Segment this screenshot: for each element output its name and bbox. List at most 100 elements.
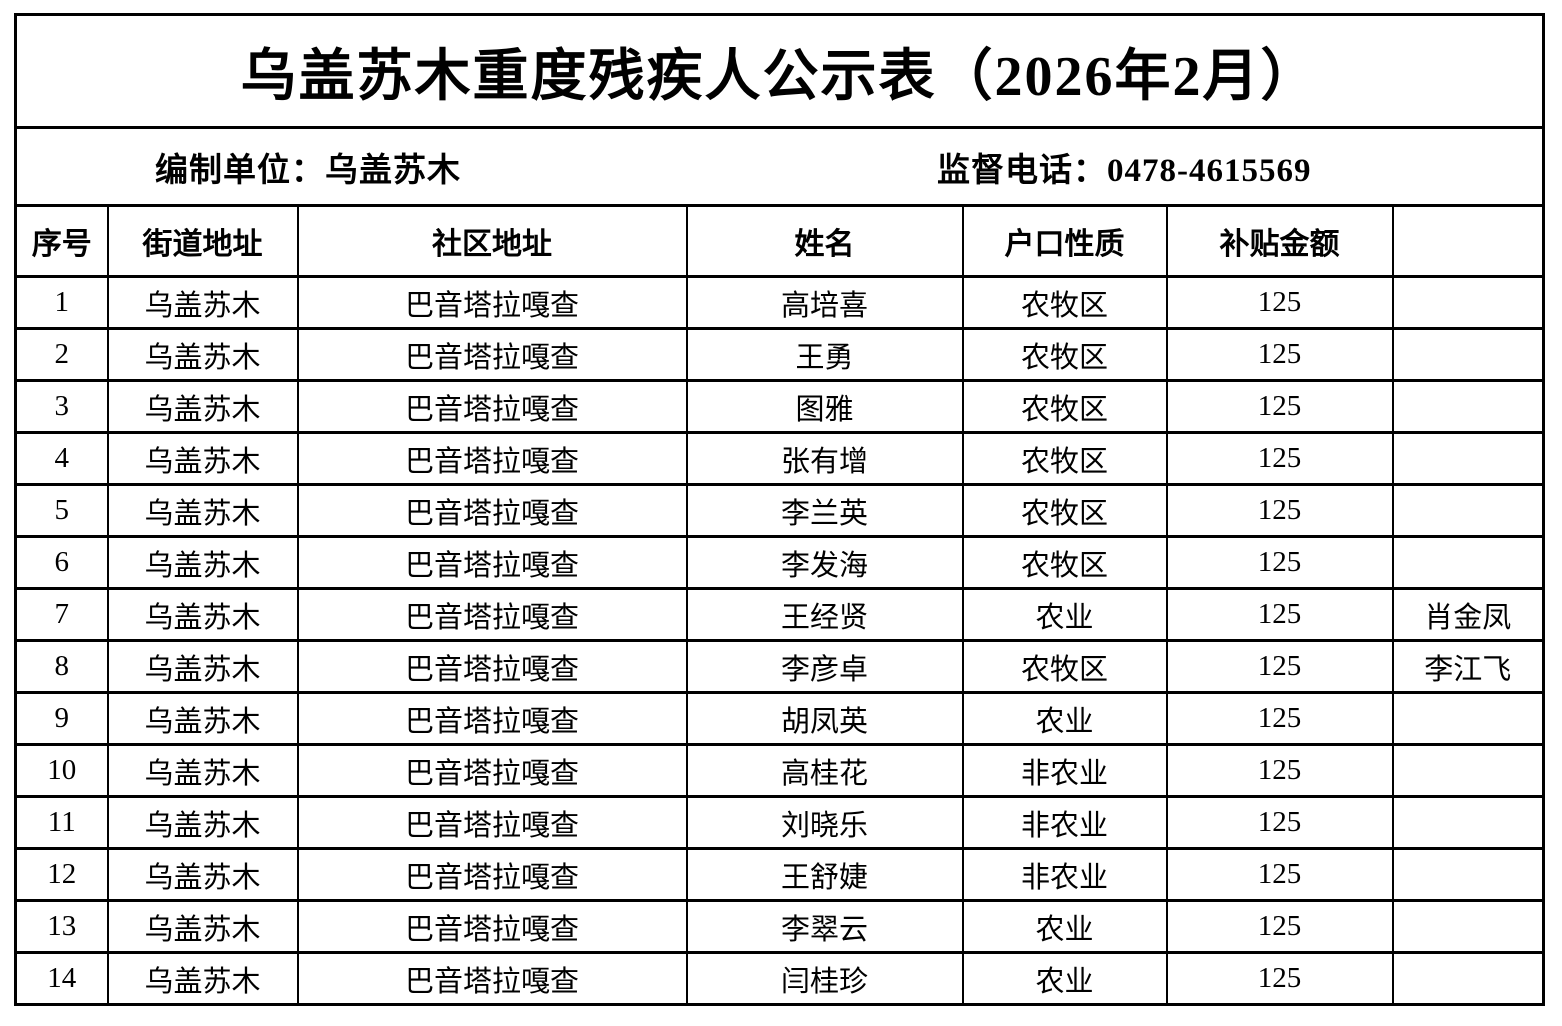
table-cell (1391, 795, 1545, 850)
table-cell: 李翠云 (685, 899, 964, 954)
table-cell: 125 (1165, 847, 1394, 902)
title-row: 乌盖苏木重度残疾人公示表（2026年2月） (14, 13, 1545, 129)
table-row: 9 乌盖苏木 巴音塔拉嘎查 胡凤英 农业 125 (14, 691, 1545, 746)
table-cell: 李江飞 (1391, 639, 1545, 694)
table-cell: 14 (14, 951, 109, 1006)
table-cell: 农业 (961, 587, 1168, 642)
table-cell: 125 (1165, 327, 1394, 382)
table-cell: 李发海 (685, 535, 964, 590)
col-header-hukou: 户口性质 (961, 204, 1168, 278)
table-cell: 李兰英 (685, 483, 964, 538)
table-cell: 11 (14, 795, 109, 850)
table-cell: 8 (14, 639, 109, 694)
table-row: 5 乌盖苏木 巴音塔拉嘎查 李兰英 农牧区 125 (14, 483, 1545, 538)
table-cell: 乌盖苏木 (106, 535, 299, 590)
table-cell: 巴音塔拉嘎查 (296, 639, 688, 694)
table-cell: 王舒婕 (685, 847, 964, 902)
table-row: 10 乌盖苏木 巴音塔拉嘎查 高桂花 非农业 125 (14, 743, 1545, 798)
header-row: 序号 街道地址 社区地址 姓名 户口性质 补贴金额 (14, 204, 1545, 278)
table-cell (1391, 847, 1545, 902)
table-cell: 125 (1165, 483, 1394, 538)
table-cell: 125 (1165, 379, 1394, 434)
table-cell: 125 (1165, 535, 1394, 590)
table-cell: 巴音塔拉嘎查 (296, 691, 688, 746)
table-cell: 乌盖苏木 (106, 483, 299, 538)
title-cell: 乌盖苏木重度残疾人公示表（2026年2月） (14, 13, 1545, 129)
table-row: 13 乌盖苏木 巴音塔拉嘎查 李翠云 农业 125 (14, 899, 1545, 954)
table-cell: 农业 (961, 951, 1168, 1006)
table-cell: 闫桂珍 (685, 951, 964, 1006)
table-cell: 13 (14, 899, 109, 954)
table-cell (1391, 535, 1545, 590)
table-cell: 125 (1165, 431, 1394, 486)
table-cell: 10 (14, 743, 109, 798)
table-cell: 农牧区 (961, 379, 1168, 434)
table-cell: 乌盖苏木 (106, 743, 299, 798)
table-cell: 乌盖苏木 (106, 847, 299, 902)
table-row: 2 乌盖苏木 巴音塔拉嘎查 王勇 农牧区 125 (14, 327, 1545, 382)
table-cell: 巴音塔拉嘎查 (296, 275, 688, 330)
table-cell: 巴音塔拉嘎查 (296, 535, 688, 590)
table-cell: 乌盖苏木 (106, 795, 299, 850)
table-cell: 巴音塔拉嘎查 (296, 951, 688, 1006)
table-cell: 125 (1165, 639, 1394, 694)
table-cell: 125 (1165, 951, 1394, 1006)
table-cell (1391, 379, 1545, 434)
table-cell: 125 (1165, 691, 1394, 746)
table-cell: 巴音塔拉嘎查 (296, 795, 688, 850)
table-cell (1391, 691, 1545, 746)
table-cell: 王勇 (685, 327, 964, 382)
table-cell: 巴音塔拉嘎查 (296, 379, 688, 434)
table-cell: 农牧区 (961, 327, 1168, 382)
table-body: 1 乌盖苏木 巴音塔拉嘎查 高培喜 农牧区 125 2 乌盖苏木 巴音塔拉嘎查 王勇 农牧区 125 3… (14, 275, 1545, 1006)
table-cell: 125 (1165, 587, 1394, 642)
info-row: 编制单位：乌盖苏木 监督电话：0478-4615569 (14, 126, 1545, 207)
table-cell: 肖金凤 (1391, 587, 1545, 642)
table-cell: 图雅 (685, 379, 964, 434)
table-cell: 非农业 (961, 743, 1168, 798)
table-cell: 高培喜 (685, 275, 964, 330)
table-cell: 巴音塔拉嘎查 (296, 847, 688, 902)
table-cell: 巴音塔拉嘎查 (296, 587, 688, 642)
table-cell: 非农业 (961, 847, 1168, 902)
table-cell: 125 (1165, 795, 1394, 850)
col-header-seq: 序号 (14, 204, 109, 278)
table-cell: 乌盖苏木 (106, 275, 299, 330)
table-row: 7 乌盖苏木 巴音塔拉嘎查 王经贤 农业 125 肖金凤 (14, 587, 1545, 642)
table-cell: 巴音塔拉嘎查 (296, 483, 688, 538)
table-cell: 1 (14, 275, 109, 330)
table-cell (1391, 899, 1545, 954)
table-cell: 乌盖苏木 (106, 951, 299, 1006)
table-cell: 乌盖苏木 (106, 327, 299, 382)
supervision-phone-label: 监督电话：0478-4615569 (937, 152, 1312, 189)
table-cell: 巴音塔拉嘎查 (296, 327, 688, 382)
table-cell: 农牧区 (961, 483, 1168, 538)
col-header-amount: 补贴金额 (1165, 204, 1394, 278)
table-cell: 农牧区 (961, 639, 1168, 694)
table-cell: 刘晓乐 (685, 795, 964, 850)
col-header-street: 街道地址 (106, 204, 299, 278)
table-cell: 农牧区 (961, 275, 1168, 330)
table-cell (1391, 327, 1545, 382)
table-cell: 125 (1165, 275, 1394, 330)
col-header-community: 社区地址 (296, 204, 688, 278)
table-cell: 农业 (961, 899, 1168, 954)
table-cell: 9 (14, 691, 109, 746)
table-row: 11 乌盖苏木 巴音塔拉嘎查 刘晓乐 非农业 125 (14, 795, 1545, 850)
table-cell (1391, 275, 1545, 330)
table-cell: 乌盖苏木 (106, 899, 299, 954)
table-cell: 巴音塔拉嘎查 (296, 431, 688, 486)
table-cell: 高桂花 (685, 743, 964, 798)
table-cell: 乌盖苏木 (106, 639, 299, 694)
table-row: 14 乌盖苏木 巴音塔拉嘎查 闫桂珍 农业 125 (14, 951, 1545, 1006)
col-header-name: 姓名 (685, 204, 964, 278)
table-row: 8 乌盖苏木 巴音塔拉嘎查 李彦卓 农牧区 125 李江飞 (14, 639, 1545, 694)
table-cell: 乌盖苏木 (106, 691, 299, 746)
table-cell: 非农业 (961, 795, 1168, 850)
table-cell: 王经贤 (685, 587, 964, 642)
page-title: 乌盖苏木重度残疾人公示表（2026年2月） (240, 45, 1319, 108)
table-row: 3 乌盖苏木 巴音塔拉嘎查 图雅 农牧区 125 (14, 379, 1545, 434)
table-cell: 巴音塔拉嘎查 (296, 743, 688, 798)
disability-subsidy-table: 乌盖苏木重度残疾人公示表（2026年2月） 编制单位：乌盖苏木 监督电话：047… (14, 13, 1546, 1006)
